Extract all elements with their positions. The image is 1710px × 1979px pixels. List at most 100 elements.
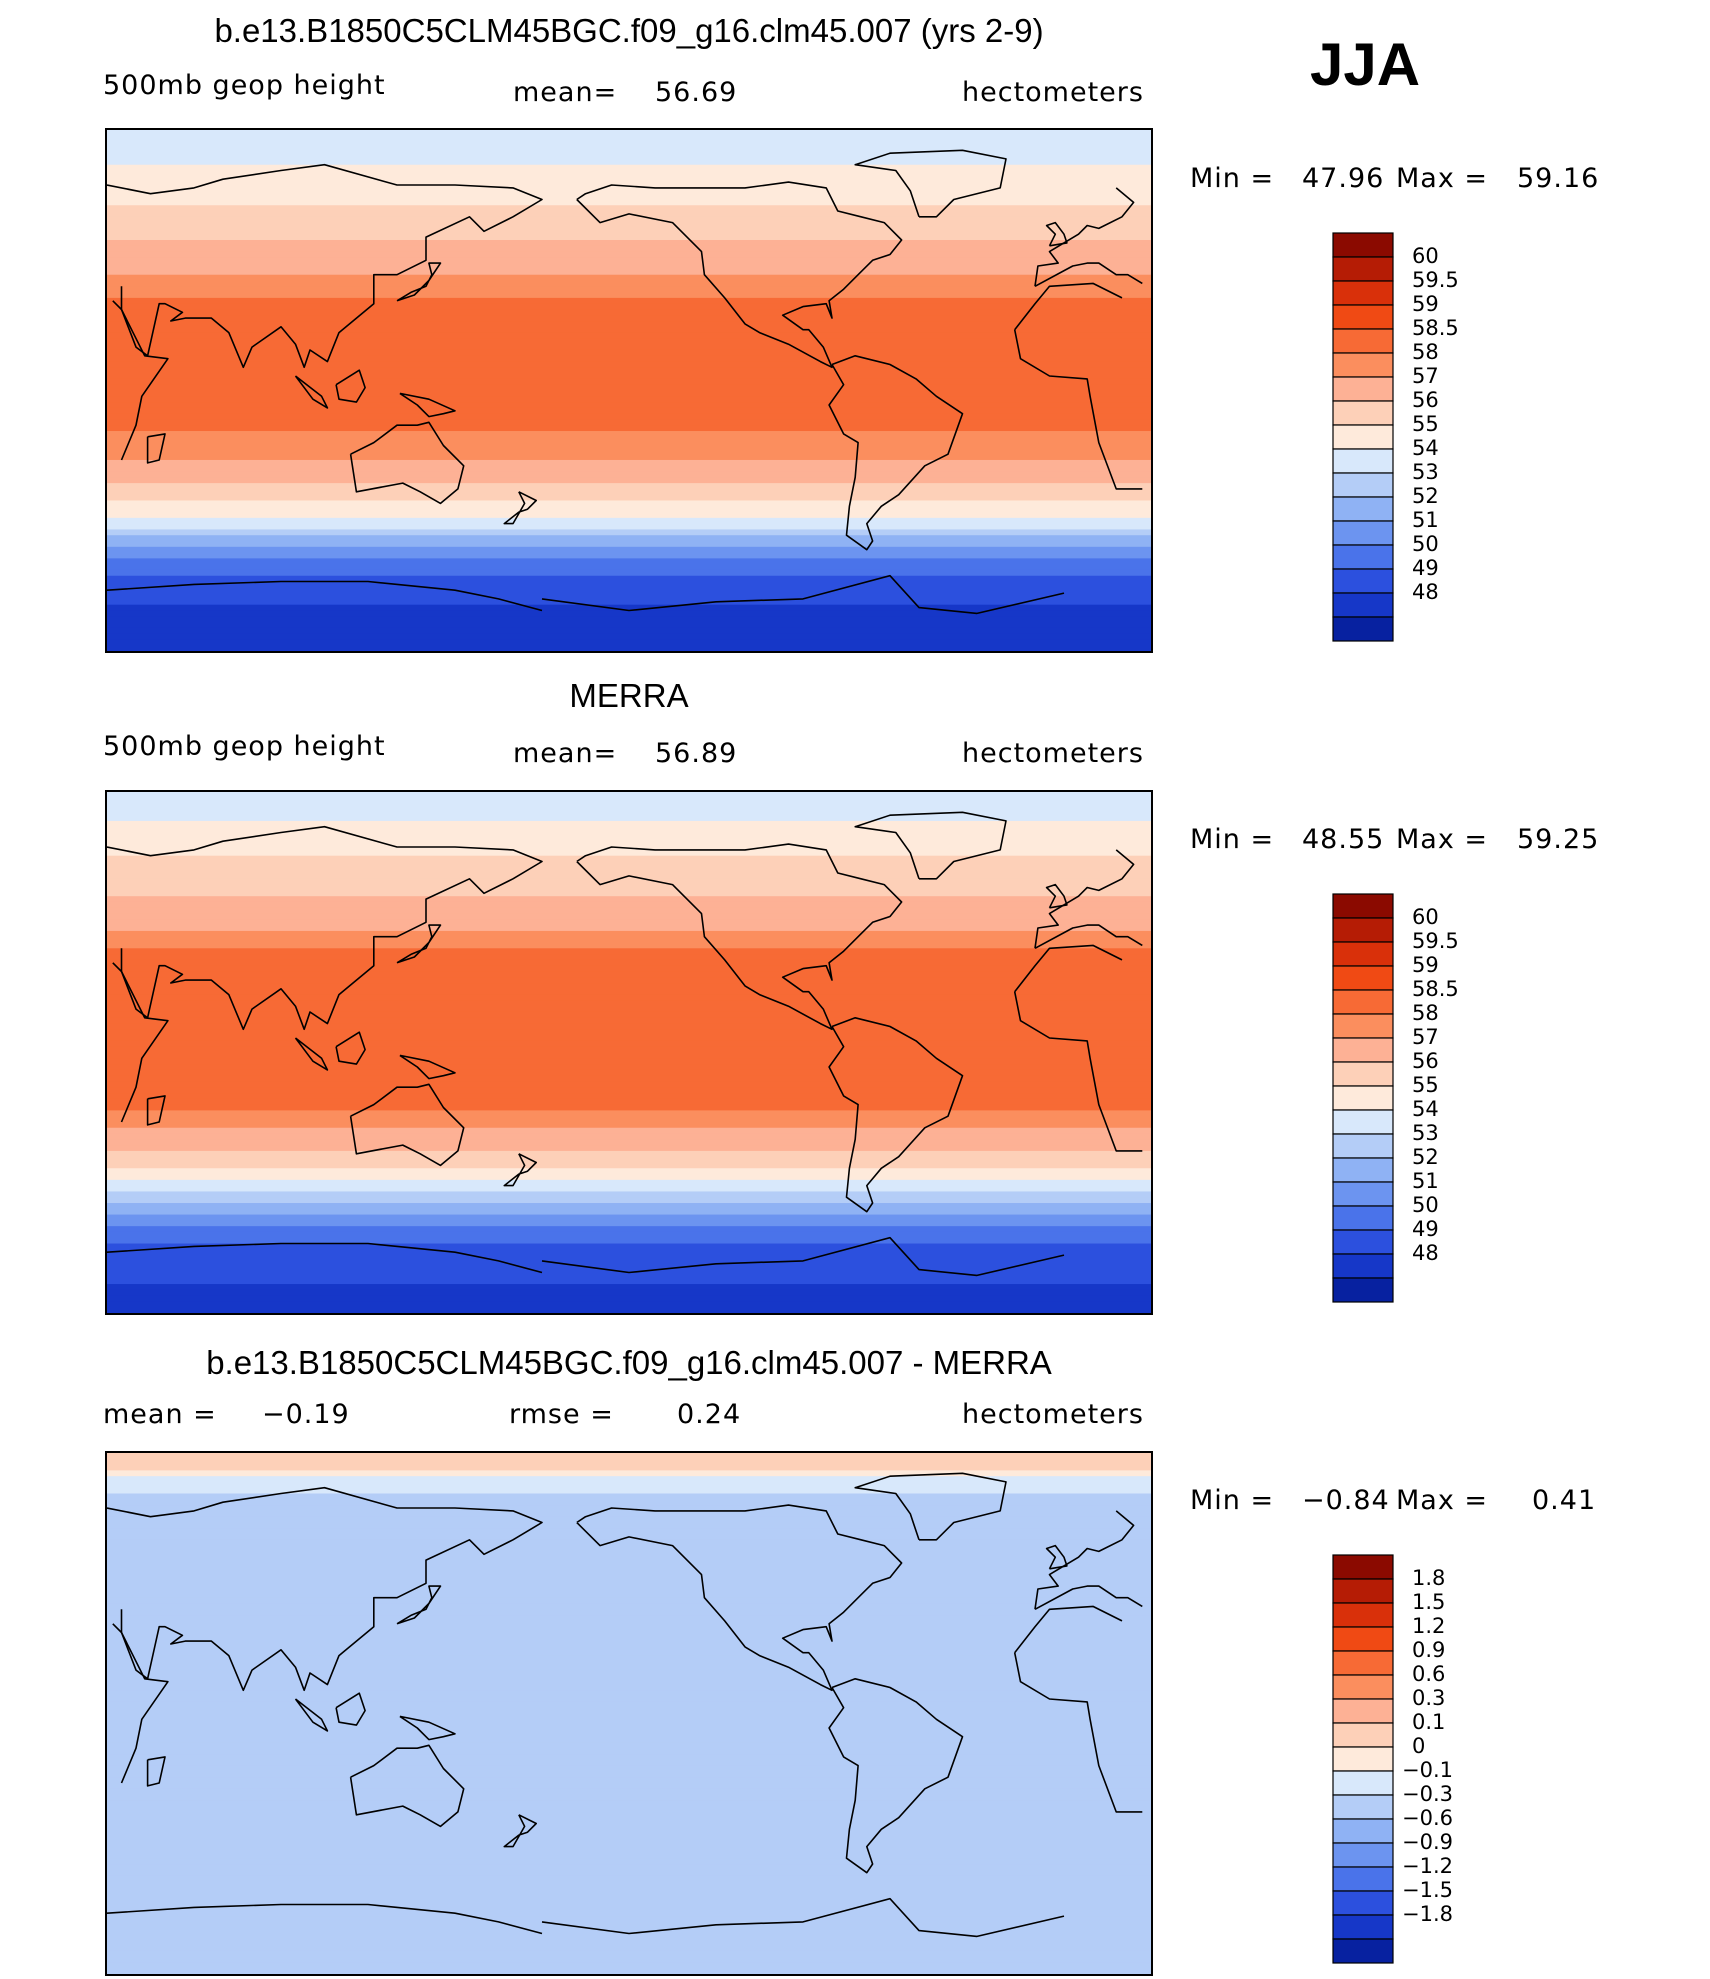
coastline xyxy=(335,1692,366,1726)
colorbar-label: 54 xyxy=(1412,1097,1439,1121)
contour-band xyxy=(107,1950,1151,1958)
contour-band xyxy=(107,1539,1151,1547)
contour-band xyxy=(107,1840,1151,1848)
contour-band xyxy=(107,1591,1151,1599)
coastline xyxy=(399,1715,456,1741)
colorbar-box xyxy=(1332,496,1394,522)
contour-band xyxy=(107,1586,1151,1593)
contour-band xyxy=(107,1696,1151,1703)
contour-band xyxy=(107,1069,1151,1077)
contour-band xyxy=(107,936,1151,944)
colorbar-label: 1.2 xyxy=(1412,1614,1446,1638)
coastline xyxy=(503,491,537,525)
contour-band xyxy=(107,977,1151,984)
colorbar-label: 55 xyxy=(1412,1073,1439,1097)
contour-band xyxy=(107,338,1151,345)
colorbar-box xyxy=(1332,1842,1394,1868)
colorbar-label: 50 xyxy=(1412,1193,1439,1217)
colorbar-box xyxy=(1332,1157,1394,1183)
panel1-mean-value: 56.69 xyxy=(655,77,738,108)
colorbar-label: 58.5 xyxy=(1412,977,1459,1001)
contour-band xyxy=(107,907,1151,915)
contour-band xyxy=(107,1243,1151,1251)
contour-band xyxy=(107,1150,1151,1158)
panel2-mean-value: 56.89 xyxy=(655,738,738,769)
colorbar-label: −1.8 xyxy=(1402,1902,1453,1926)
contour-band xyxy=(107,1927,1151,1935)
contour-band xyxy=(107,1759,1151,1767)
colorbar-boxes xyxy=(1332,1554,1394,1964)
panel3-units: hectometers xyxy=(962,1399,1144,1430)
contour-band xyxy=(107,1087,1151,1094)
colorbar-label: 1.5 xyxy=(1412,1590,1446,1614)
contour-band xyxy=(107,1574,1151,1582)
colorbar-box xyxy=(1332,232,1394,258)
contour-band xyxy=(107,552,1151,560)
colorbar-label: 58 xyxy=(1412,340,1439,364)
coastline xyxy=(854,811,1007,880)
contour-band xyxy=(107,849,1151,857)
contour-band xyxy=(107,193,1151,201)
contour-band xyxy=(107,1499,1151,1506)
contour-band xyxy=(107,925,1151,932)
contour-band xyxy=(107,639,1151,647)
contour-band xyxy=(107,604,1151,612)
contour-band xyxy=(107,878,1151,886)
colorbar-box xyxy=(1332,616,1394,642)
contour-band xyxy=(107,390,1151,398)
contour-band xyxy=(107,965,1151,973)
colorbar-label: 53 xyxy=(1412,1121,1439,1145)
contour-band xyxy=(107,1649,1151,1657)
coastline xyxy=(335,369,366,403)
contour-band xyxy=(107,170,1151,178)
contour-band xyxy=(107,1933,1151,1941)
contour-band xyxy=(107,135,1151,143)
contour-band xyxy=(107,1203,1151,1210)
colorbar-label: 59 xyxy=(1412,292,1439,316)
contour-band xyxy=(107,1226,1151,1233)
coastline xyxy=(854,1472,1007,1541)
colorbar-label: −0.3 xyxy=(1402,1782,1453,1806)
colorbar-box xyxy=(1332,1181,1394,1207)
contour-band xyxy=(107,994,1151,1002)
panel3-colorbar: 1.8 1.5 1.2 0.9 0.6 0.3 0.1 0 −0.1 −0.3 −0.6 −0.9 −1… xyxy=(1330,1552,1530,1966)
contour-band xyxy=(107,1904,1151,1912)
contour-band xyxy=(107,1000,1151,1007)
panel2-max-label: Max = xyxy=(1396,824,1489,855)
colorbar-label: 51 xyxy=(1412,508,1439,532)
contour-band xyxy=(107,1017,1151,1025)
contour-band xyxy=(107,1655,1151,1663)
contour-band xyxy=(107,158,1151,166)
colorbar-label: 52 xyxy=(1412,484,1439,508)
contour-band xyxy=(107,861,1151,869)
contour-band xyxy=(107,884,1151,892)
panel3-rmse-value: 0.24 xyxy=(677,1399,742,1430)
contour-band xyxy=(107,1690,1151,1697)
contour-band xyxy=(107,919,1151,926)
colorbar-label: −0.1 xyxy=(1402,1758,1453,1782)
colorbar-box xyxy=(1332,1794,1394,1820)
contour-band xyxy=(107,815,1151,822)
colorbar-box xyxy=(1332,1109,1394,1135)
coastline xyxy=(1045,883,1068,909)
panel3-min-label: Min = xyxy=(1190,1485,1275,1516)
colorbar-label: −0.6 xyxy=(1402,1806,1453,1830)
contour-band xyxy=(107,442,1151,450)
panel2-mean-label: mean= xyxy=(513,738,618,769)
colorbar-box xyxy=(1332,1722,1394,1748)
contour-band xyxy=(107,797,1151,805)
colorbar-label: 1.8 xyxy=(1412,1566,1446,1590)
colorbar-box xyxy=(1332,1914,1394,1940)
contour-band xyxy=(107,384,1151,392)
contour-band xyxy=(107,1476,1151,1483)
contour-band xyxy=(107,645,1151,651)
coastline xyxy=(503,1814,537,1848)
contour-band xyxy=(107,1945,1151,1952)
colorbar-label: 59.5 xyxy=(1412,929,1459,953)
contour-band xyxy=(107,321,1151,328)
contour-band xyxy=(107,633,1151,641)
contour-band xyxy=(107,792,1151,799)
coastline xyxy=(576,181,903,369)
contour-band xyxy=(107,820,1151,828)
contour-band xyxy=(107,1481,1151,1489)
